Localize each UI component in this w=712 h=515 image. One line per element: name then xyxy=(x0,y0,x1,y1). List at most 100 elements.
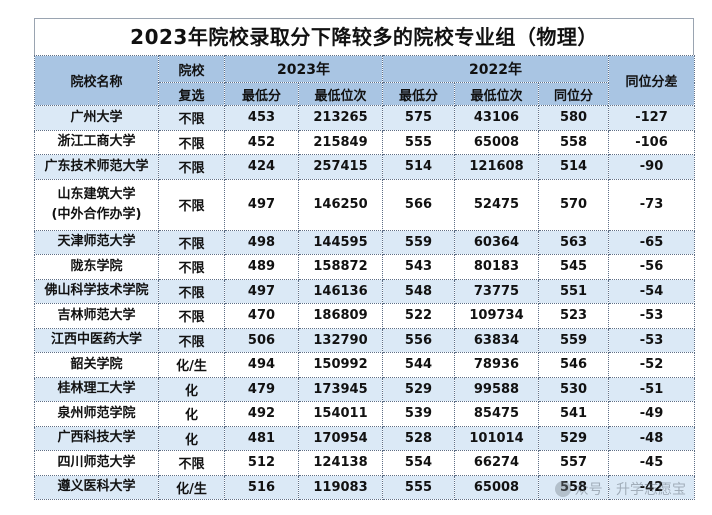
header-min-rank-2023: 最低位次 xyxy=(298,82,383,106)
cell-min-rank-2023: 215849 xyxy=(298,129,383,155)
cell-min-score-2022: 539 xyxy=(382,401,455,427)
header-min-rank-2022: 最低位次 xyxy=(454,82,539,106)
cell-min-rank-2023: 170954 xyxy=(298,425,383,451)
cell-same-rank-score: 580 xyxy=(537,105,610,131)
cell-min-score-2023: 424 xyxy=(224,154,299,180)
cell-min-rank-2022: 65008 xyxy=(454,474,539,500)
cell-min-score-2023: 497 xyxy=(224,178,299,231)
table-row: 遵义医科大学 化/生 516 119083 555 65008 558 -42 xyxy=(34,474,696,500)
cell-reselect: 不限 xyxy=(158,327,225,353)
cell-reselect: 不限 xyxy=(158,154,225,180)
cell-min-rank-2023: 154011 xyxy=(298,401,383,427)
school-name: 浙江工商大学 xyxy=(57,134,136,150)
school-name: 桂林理工大学 xyxy=(57,381,136,397)
cell-reselect: 化/生 xyxy=(158,352,225,378)
cell-diff: -42 xyxy=(608,474,696,500)
cell-min-score-2022: 555 xyxy=(382,474,455,500)
cell-diff: -53 xyxy=(608,303,696,329)
cell-same-rank-score: 546 xyxy=(537,352,610,378)
cell-reselect: 不限 xyxy=(158,229,225,255)
cell-same-rank-score: 541 xyxy=(537,401,610,427)
header-school: 院校名称 xyxy=(34,55,159,106)
watermark-text: 众号 · 升学志愿宝 xyxy=(574,482,686,498)
cell-min-score-2022: 514 xyxy=(382,154,455,180)
cell-diff: -53 xyxy=(608,327,696,353)
cell-diff: -48 xyxy=(608,425,696,451)
cell-min-score-2022: 575 xyxy=(382,105,455,131)
cell-min-rank-2023: 132790 xyxy=(298,327,383,353)
cell-same-rank-score: 558 xyxy=(537,129,610,155)
school-name: 韶关学院 xyxy=(70,356,123,372)
cell-same-rank-score: 557 xyxy=(537,450,610,476)
header-min-score-2023: 最低分 xyxy=(224,82,299,106)
cell-school: 广西科技大学 xyxy=(34,425,159,451)
cell-min-rank-2023: 119083 xyxy=(298,474,383,500)
school-name: 陇东学院 xyxy=(70,258,123,274)
cell-min-rank-2022: 85475 xyxy=(454,401,539,427)
cell-min-rank-2022: 73775 xyxy=(454,278,539,304)
table-row: 山东建筑大学 (中外合作办学) 不限 497 146250 566 52475 570 -73 xyxy=(34,178,696,231)
cell-min-rank-2023: 146136 xyxy=(298,278,383,304)
table-row: 天津师范大学 不限 498 144595 559 60364 563 -65 xyxy=(34,229,696,255)
table-row: 广西科技大学 化 481 170954 528 101014 529 -48 xyxy=(34,425,696,451)
cell-min-rank-2022: 80183 xyxy=(454,254,539,280)
cell-school: 天津师范大学 xyxy=(34,229,159,255)
cell-min-rank-2023: 213265 xyxy=(298,105,383,131)
cell-same-rank-score: 523 xyxy=(537,303,610,329)
cell-reselect: 不限 xyxy=(158,450,225,476)
table-row: 四川师范大学 不限 512 124138 554 66274 557 -45 xyxy=(34,450,696,476)
school-name: 山东建筑大学 xyxy=(57,186,136,202)
cell-diff: -54 xyxy=(608,278,696,304)
header-min-score-2022: 最低分 xyxy=(382,82,455,106)
school-name: 广州大学 xyxy=(70,109,123,125)
data-table: 院校名称 院校 2023年 2022年 同位分差 复选 最低分 最低位次 最低分… xyxy=(34,55,696,500)
cell-reselect: 化 xyxy=(158,376,225,402)
cell-min-score-2023: 516 xyxy=(224,474,299,500)
cell-reselect: 化/生 xyxy=(158,474,225,500)
table-row: 吉林师范大学 不限 470 186809 522 109734 523 -53 xyxy=(34,303,696,329)
cell-school: 佛山科学技术学院 xyxy=(34,278,159,304)
school-name: 遵义医科大学 xyxy=(57,479,136,495)
cell-min-rank-2022: 43106 xyxy=(454,105,539,131)
header-same-rank-score: 同位分 xyxy=(537,82,610,106)
cell-min-score-2022: 528 xyxy=(382,425,455,451)
header-year-2023: 2023年 xyxy=(224,55,383,83)
cell-school: 吉林师范大学 xyxy=(34,303,159,329)
wechat-icon xyxy=(554,481,571,497)
cell-min-rank-2023: 173945 xyxy=(298,376,383,402)
cell-diff: -51 xyxy=(608,376,696,402)
header-reselect-2: 复选 xyxy=(158,82,225,106)
cell-min-rank-2022: 109734 xyxy=(454,303,539,329)
cell-min-rank-2022: 60364 xyxy=(454,229,539,255)
school-name: 广西科技大学 xyxy=(57,430,136,446)
cell-same-rank-score: 530 xyxy=(537,376,610,402)
cell-school: 陇东学院 xyxy=(34,254,159,280)
cell-min-score-2022: 554 xyxy=(382,450,455,476)
cell-min-score-2023: 470 xyxy=(224,303,299,329)
header-diff: 同位分差 xyxy=(608,55,696,106)
cell-min-score-2022: 543 xyxy=(382,254,455,280)
table-row: 陇东学院 不限 489 158872 543 80183 545 -56 xyxy=(34,254,696,280)
cell-diff: -49 xyxy=(608,401,696,427)
cell-min-rank-2023: 257415 xyxy=(298,154,383,180)
cell-school: 四川师范大学 xyxy=(34,450,159,476)
header-reselect-1: 院校 xyxy=(158,55,225,83)
cell-reselect: 不限 xyxy=(158,178,225,231)
table-row: 桂林理工大学 化 479 173945 529 99588 530 -51 xyxy=(34,376,696,402)
cell-diff: -106 xyxy=(608,129,696,155)
cell-same-rank-score: 545 xyxy=(537,254,610,280)
school-name: 吉林师范大学 xyxy=(57,307,136,323)
cell-min-score-2023: 481 xyxy=(224,425,299,451)
cell-min-score-2023: 506 xyxy=(224,327,299,353)
cell-reselect: 化 xyxy=(158,425,225,451)
school-name: 天津师范大学 xyxy=(57,234,136,250)
cell-diff: -73 xyxy=(608,178,696,231)
table-row: 泉州师范学院 化 492 154011 539 85475 541 -49 xyxy=(34,401,696,427)
cell-same-rank-score: 558 xyxy=(537,474,610,500)
cell-school: 广州大学 xyxy=(34,105,159,131)
cell-school: 浙江工商大学 xyxy=(34,129,159,155)
cell-same-rank-score: 514 xyxy=(537,154,610,180)
cell-min-score-2023: 453 xyxy=(224,105,299,131)
cell-min-score-2023: 512 xyxy=(224,450,299,476)
cell-min-rank-2022: 78936 xyxy=(454,352,539,378)
